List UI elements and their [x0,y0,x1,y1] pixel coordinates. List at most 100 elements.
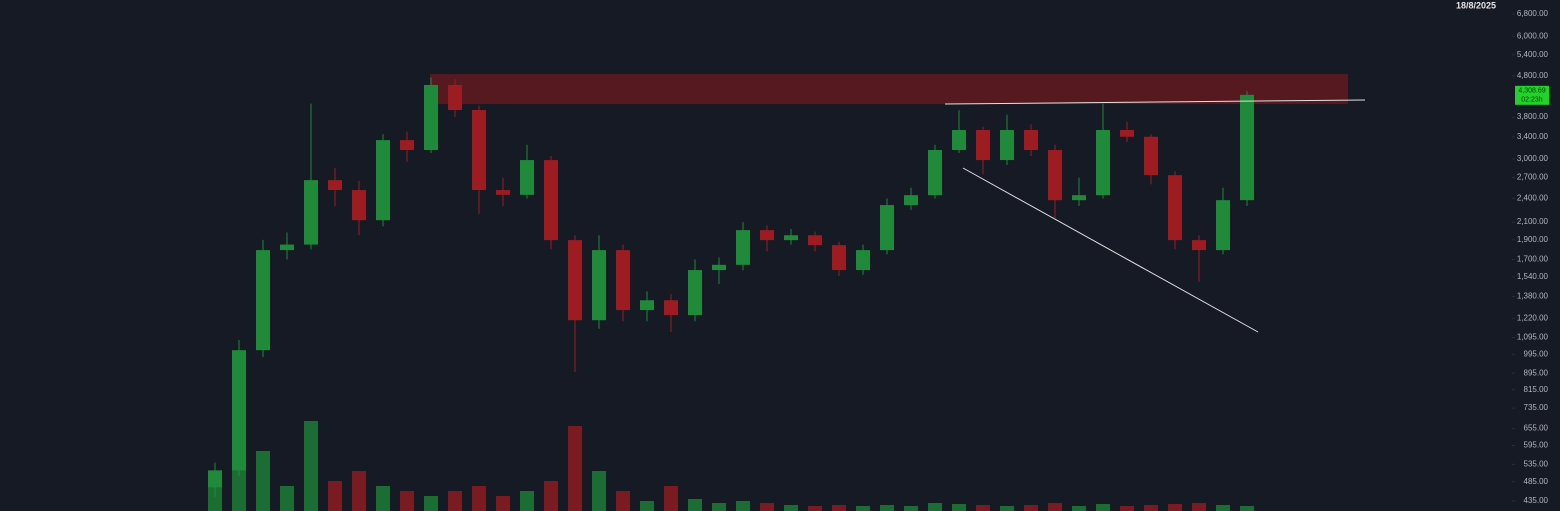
candle-body [664,300,678,316]
candle-body [592,250,606,321]
volume-bar [232,466,246,511]
candle-body [376,140,390,221]
candle-body [952,129,966,151]
volume-bar [640,501,654,511]
volume-bar [1144,505,1158,511]
candle-body [1192,240,1206,251]
volume-bar [304,421,318,511]
volume-bar [952,504,966,511]
candle-body [304,180,318,245]
candle-body [256,250,270,351]
candle-body [1216,200,1230,251]
volume-bar [832,505,846,511]
volume-bar [424,496,438,511]
y-tick-label: 1,700.00 [1517,255,1549,264]
volume-bar [976,505,990,511]
candle-body [424,84,438,151]
axis-layer: 6,800.00 6,000.00 5,400.00 4,800.00 3,800.00… [1512,9,1549,505]
candle-body [1144,136,1158,176]
volume-bar [472,486,486,511]
volume-bar [1192,503,1206,511]
y-tick-label: 485.00 [1524,477,1549,486]
y-tick-label: 6,000.00 [1517,31,1549,40]
y-tick-label: 1,540.00 [1517,272,1549,281]
volume-bar [1000,506,1014,511]
candle-body [1168,175,1182,241]
candle-body [400,140,414,151]
y-tick-label: 535.00 [1524,459,1549,468]
volume-bar [256,451,270,511]
y-tick-label: 4,800.00 [1517,71,1549,80]
volume-layer [208,421,1254,511]
volume-bar [1048,503,1062,511]
volume-bar [616,491,630,511]
volume-bar [568,426,582,511]
y-tick-label: 1,900.00 [1517,235,1549,244]
volume-bar [400,491,414,511]
y-tick-label: 655.00 [1524,424,1549,433]
candle-body [496,190,510,195]
candle-body [1240,94,1254,201]
candle-body [208,470,222,488]
candle-body [472,109,486,191]
volume-bar [1024,505,1038,511]
volume-bar [328,481,342,511]
candle-body [808,235,822,246]
date-label: 18/8/2025 [1456,0,1496,10]
candle-body [784,235,798,241]
candle-body [1096,129,1110,196]
volume-bar [592,471,606,511]
volume-bar [856,506,870,511]
volume-bar [808,506,822,511]
trend-line [962,167,1259,333]
candle-body [1000,129,1014,161]
y-tick-label: 815.00 [1524,385,1549,394]
volume-bar [784,505,798,511]
candle-layer [208,77,1254,497]
candle-body [712,264,726,271]
candle-body [1024,129,1038,151]
y-tick-label: 895.00 [1524,368,1549,377]
volume-bar [520,491,534,511]
candle-body [352,190,366,221]
price-tag [1515,85,1549,105]
volume-bar [1240,506,1254,511]
y-tick-label: 2,100.00 [1517,217,1549,226]
volume-bar [904,506,918,511]
volume-bar [352,471,366,511]
volume-bar [688,499,702,511]
candle-body [544,160,558,241]
candle-body [520,160,534,195]
volume-bar [1216,505,1230,511]
volume-bar [664,486,678,511]
candle-body [448,84,462,110]
zone-layer [430,74,1348,105]
candle-body [976,129,990,161]
candle-body [616,250,630,311]
volume-bar [760,503,774,511]
volume-bar [1120,506,1134,511]
y-tick-label: 595.00 [1524,441,1549,450]
y-tick-label: 1,220.00 [1517,313,1549,322]
resistance-zone [430,74,1348,105]
candle-body [232,350,246,471]
candle-body [640,300,654,311]
candle-body [880,205,894,251]
y-tick-label: 1,380.00 [1517,292,1549,301]
candle-body [1120,129,1134,137]
candle-body [688,270,702,316]
candle-body [832,245,846,271]
y-tick-label: 995.00 [1524,350,1549,359]
volume-bar [736,501,750,511]
candle-body [568,240,582,321]
countdown-label: 02:23h [1521,97,1543,104]
candle-body [1072,195,1086,201]
y-tick-label: 2,400.00 [1517,194,1549,203]
y-tick-label: 435.00 [1524,496,1549,505]
y-tick-label: 3,000.00 [1517,154,1549,163]
volume-bar [1168,504,1182,511]
y-tick-label: 2,700.00 [1517,173,1549,182]
y-tick-label: 735.00 [1524,403,1549,412]
volume-bar [712,503,726,511]
candle-body [904,195,918,206]
